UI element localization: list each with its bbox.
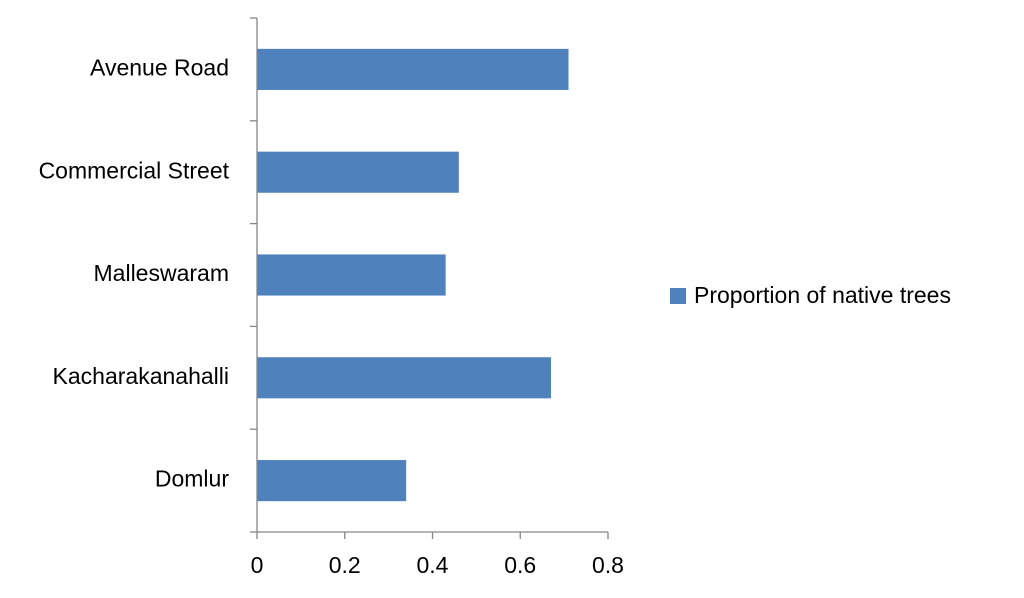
- category-label: Kacharakanahalli: [53, 363, 229, 389]
- x-tick-label: 0: [251, 552, 264, 578]
- x-tick-label: 0.8: [592, 552, 624, 578]
- category-label: Malleswaram: [94, 260, 229, 286]
- category-label: Domlur: [155, 466, 229, 492]
- legend: Proportion of native trees: [670, 282, 951, 308]
- bars-layer: [257, 48, 569, 502]
- bar: [257, 48, 569, 90]
- ticks-layer: [250, 17, 609, 539]
- x-tick-label: 0.2: [329, 552, 361, 578]
- x-tick-label: 0.6: [504, 552, 536, 578]
- labels-layer: Avenue Road Commercial Street Malleswaram K…: [39, 54, 624, 578]
- x-tick-label: 0.4: [417, 552, 449, 578]
- category-label: Avenue Road: [90, 54, 229, 80]
- legend-swatch: [670, 288, 686, 304]
- category-label: Commercial Street: [39, 157, 230, 183]
- legend-label: Proportion of native trees: [694, 282, 951, 308]
- bar: [257, 460, 407, 502]
- bar: [257, 357, 551, 399]
- bar: [257, 151, 459, 193]
- bar: [257, 254, 446, 296]
